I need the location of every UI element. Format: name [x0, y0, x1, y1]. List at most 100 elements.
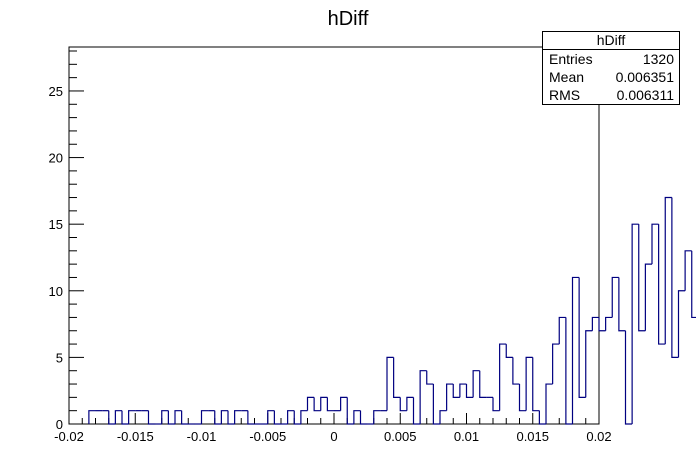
stats-label: Entries: [549, 51, 593, 67]
stats-title: hDiff: [543, 32, 679, 50]
histogram-bin: [532, 357, 540, 412]
histogram-bin: [406, 396, 414, 411]
histogram-bin: [492, 397, 500, 412]
histogram-bin: [114, 410, 122, 424]
histogram-bin: [611, 276, 619, 318]
histogram-bin: [346, 397, 354, 425]
stats-label: RMS: [549, 87, 581, 103]
y-tick-label: 15: [49, 217, 63, 232]
histogram-bin: [393, 357, 401, 398]
y-tick-label: 20: [49, 151, 63, 166]
stats-value: 0.006351: [615, 69, 674, 85]
histogram-bin: [181, 410, 189, 425]
histogram-bin: [479, 370, 487, 398]
histogram-bin: [505, 344, 513, 358]
histogram-bin: [353, 410, 361, 424]
histogram-bin: [591, 316, 599, 331]
stats-row-entries: Entries 1320: [543, 50, 679, 68]
x-tick-label: 0.005: [384, 429, 417, 444]
histogram-bin: [214, 410, 222, 425]
histogram-bin: [320, 396, 328, 411]
histogram-bin: [552, 343, 560, 385]
histogram-bin: [439, 410, 447, 424]
histogram-bin: [624, 330, 633, 425]
histogram-bin: [671, 197, 679, 358]
histogram-bin: [326, 397, 334, 412]
histogram-bin: [412, 397, 421, 425]
stats-row-rms: RMS 0.006311: [543, 86, 679, 104]
histogram-bin: [161, 410, 169, 424]
histogram-bin: [200, 410, 209, 424]
histogram-bin: [287, 410, 295, 424]
histogram-bin: [525, 356, 533, 411]
stats-value: 1320: [642, 51, 674, 67]
histogram-bin: [121, 410, 129, 425]
histogram-bin: [545, 383, 553, 424]
histogram-bin: [565, 317, 573, 425]
x-tick-label: 0.01: [454, 429, 479, 444]
histogram-bin: [571, 276, 580, 424]
histogram-bin: [664, 196, 672, 345]
histogram-bin: [684, 250, 692, 291]
histogram-bin: [359, 410, 368, 425]
histogram-bin: [108, 410, 116, 425]
histogram-bin: [267, 410, 275, 424]
histogram-bin: [128, 410, 136, 424]
x-tick-label: 0: [330, 429, 337, 444]
histogram-bin: [399, 397, 407, 412]
x-tick-label: 0.015: [516, 429, 549, 444]
histogram-bin: [538, 410, 546, 425]
stats-row-mean: Mean 0.006351: [543, 68, 679, 86]
histogram-bin: [220, 410, 228, 424]
x-axis: -0.02 -0.015 -0.01 -0.005 0 0.005 0.01 0.015 0.0…: [54, 413, 612, 444]
stats-box: hDiff Entries 1320 Mean 0.006351 RMS 0.0…: [542, 31, 680, 105]
x-tick-label: -0.02: [54, 429, 84, 444]
histogram-bin: [677, 290, 686, 358]
histogram-bin: [227, 410, 235, 425]
histogram-bin: [465, 384, 474, 398]
histogram-bin: [426, 370, 434, 385]
histogram-bin: [313, 397, 321, 412]
histogram-bin: [234, 410, 242, 424]
histogram-bin: [598, 317, 606, 332]
histogram-bin: [306, 396, 315, 411]
stats-value: 0.006311: [616, 87, 674, 103]
y-tick-label: 0: [56, 417, 63, 432]
histogram-bin: [605, 316, 613, 331]
x-tick-label: -0.005: [249, 429, 286, 444]
histogram-bin: [446, 383, 454, 411]
y-tick-label: 5: [56, 350, 63, 365]
histogram-bin: [147, 410, 156, 425]
histogram-bin: [644, 263, 652, 331]
y-tick-label: 25: [49, 84, 63, 99]
histogram-bin: [273, 410, 281, 425]
histogram-bin: [638, 224, 646, 332]
x-tick-label: -0.015: [117, 429, 154, 444]
histogram-bin: [167, 410, 175, 425]
histogram-bin: [459, 383, 467, 398]
y-axis: 0 5 10 15 20 25: [49, 50, 84, 432]
y-tick-label: 10: [49, 284, 63, 299]
histogram-bin: [578, 277, 586, 398]
histogram-bin: [174, 410, 182, 424]
histogram-bin: [558, 316, 566, 345]
histogram-bin: [499, 343, 507, 411]
histogram-bin: [340, 396, 348, 411]
histogram-bin: [247, 410, 255, 425]
histogram-bin: [618, 277, 626, 332]
histogram-bin: [651, 223, 659, 265]
x-tick-label: 0.02: [586, 429, 611, 444]
stats-label: Mean: [549, 69, 585, 85]
histogram-bin: [432, 384, 440, 425]
histogram-bin: [373, 410, 381, 424]
histogram-bin: [88, 410, 96, 424]
x-tick-label: -0.01: [187, 429, 217, 444]
histogram-bin: [472, 370, 480, 398]
histogram-bin: [518, 384, 527, 412]
histogram-series: [88, 196, 696, 425]
histogram-bin: [658, 224, 666, 345]
histogram-bin: [452, 384, 460, 398]
histogram-bin: [512, 357, 520, 385]
histogram-bin: [300, 410, 308, 424]
